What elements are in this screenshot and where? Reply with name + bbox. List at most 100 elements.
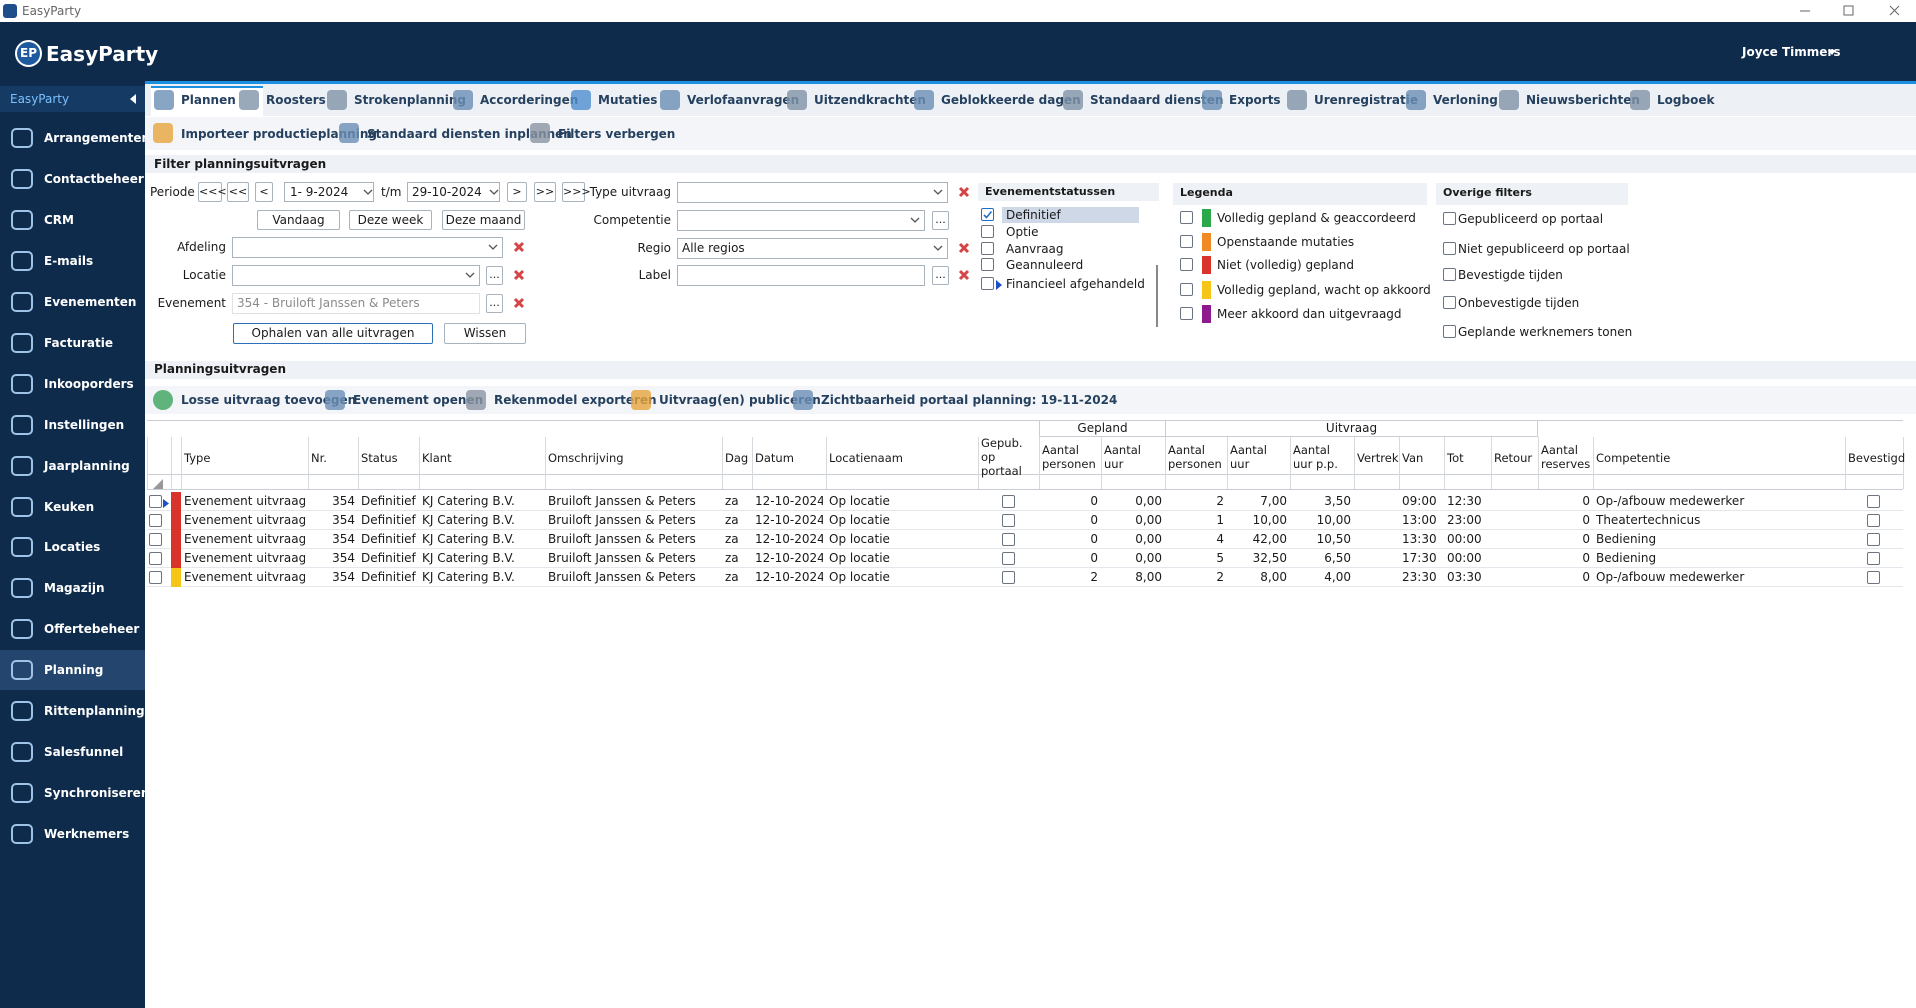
tab[interactable]: Geblokkeerde dagen xyxy=(941,93,1081,107)
input-field[interactable] xyxy=(677,265,925,286)
toolbar-button[interactable]: Importeer productieplanning xyxy=(181,127,377,141)
sidebar-item[interactable]: Magazijn xyxy=(44,581,105,595)
toolbar2-button[interactable]: Evenement openen xyxy=(353,393,484,407)
quick-button[interactable]: Vandaag xyxy=(257,210,340,230)
ellipsis-button[interactable]: ... xyxy=(486,294,503,313)
clear-icon[interactable] xyxy=(958,186,970,198)
tab[interactable]: Verloning xyxy=(1433,93,1498,107)
column-header[interactable]: Bevestigd xyxy=(1848,451,1906,465)
tab[interactable]: Nieuwsberichten xyxy=(1526,93,1640,107)
checkbox[interactable] xyxy=(149,495,162,508)
checkbox[interactable] xyxy=(1180,307,1193,320)
period-button[interactable]: >> xyxy=(534,182,556,202)
column-header[interactable]: Aantal uur p.p. xyxy=(1293,443,1338,471)
status-item[interactable]: Financieel afgehandeld xyxy=(1006,277,1145,291)
checkbox[interactable] xyxy=(149,571,162,584)
other-filter[interactable]: Onbevestigde tijden xyxy=(1458,296,1580,310)
sidebar-item[interactable]: Facturatie xyxy=(44,336,113,350)
sidebar-item[interactable]: Inkooporders xyxy=(44,377,134,391)
tab[interactable]: Urenregistratie xyxy=(1314,93,1418,107)
period-button[interactable]: > xyxy=(507,182,527,202)
column-header[interactable]: Van xyxy=(1402,451,1424,465)
button[interactable]: Wissen xyxy=(444,323,526,344)
cell-checkbox[interactable] xyxy=(1867,514,1880,527)
checkbox[interactable] xyxy=(1180,258,1193,271)
input-field[interactable] xyxy=(232,265,480,286)
period-button[interactable]: < xyxy=(255,182,273,202)
sidebar-item[interactable]: Evenementen xyxy=(44,295,137,309)
column-header[interactable]: Nr. xyxy=(311,451,327,465)
cell-checkbox[interactable] xyxy=(1867,495,1880,508)
status-item[interactable]: Optie xyxy=(1006,225,1039,239)
tab[interactable]: Mutaties xyxy=(598,93,658,107)
column-header[interactable]: Dag xyxy=(725,451,749,465)
checkbox[interactable] xyxy=(1443,325,1456,338)
input-field[interactable] xyxy=(677,182,948,203)
column-header[interactable]: Aantal uur xyxy=(1104,443,1141,471)
input-field[interactable] xyxy=(677,210,925,231)
other-filter[interactable]: Geplande werknemers tonen xyxy=(1458,325,1633,339)
checkbox[interactable] xyxy=(1443,268,1456,281)
tab[interactable]: Accorderingen xyxy=(480,93,579,107)
toolbar-button[interactable]: Filters verbergen xyxy=(558,127,676,141)
sidebar-item[interactable]: Offertebeheer xyxy=(44,622,140,636)
tab[interactable]: Uitzendkrachten xyxy=(814,93,926,107)
column-header[interactable]: Gepub. op portaal xyxy=(981,436,1023,478)
tab[interactable]: Roosters xyxy=(266,93,326,107)
cell-checkbox[interactable] xyxy=(1001,495,1015,508)
tab[interactable]: Exports xyxy=(1229,93,1281,107)
toolbar2-button[interactable]: Zichtbaarheid portaal planning: 19-11-20… xyxy=(821,393,1118,407)
sidebar-item[interactable]: Keuken xyxy=(44,500,95,514)
ellipsis-button[interactable]: ... xyxy=(486,266,503,285)
input-field[interactable]: Alle regios xyxy=(677,238,948,259)
sidebar-item[interactable]: Instellingen xyxy=(44,418,125,432)
cell-checkbox[interactable] xyxy=(1867,533,1880,546)
column-header[interactable]: Retour xyxy=(1494,451,1533,465)
sidebar-item[interactable]: CRM xyxy=(44,213,74,227)
clear-icon[interactable] xyxy=(513,241,525,253)
checkbox[interactable] xyxy=(1180,235,1193,248)
column-header[interactable]: Aantal personen xyxy=(1168,443,1222,471)
checkbox[interactable] xyxy=(981,225,994,238)
checkbox[interactable] xyxy=(1443,296,1456,309)
cell-checkbox[interactable] xyxy=(1001,571,1015,584)
toolbar2-button[interactable]: Rekenmodel exporteren xyxy=(494,393,657,407)
other-filter[interactable]: Niet gepubliceerd op portaal xyxy=(1458,242,1630,256)
user-name[interactable]: Joyce Timmers xyxy=(1742,45,1841,59)
column-header[interactable]: Aantal personen xyxy=(1042,443,1096,471)
sidebar-item[interactable]: Synchroniseren xyxy=(44,786,150,800)
column-header[interactable]: Aantal uur xyxy=(1230,443,1267,471)
date-field[interactable]: 1- 9-2024 xyxy=(284,182,374,202)
checkbox[interactable] xyxy=(1443,242,1456,255)
sidebar-item[interactable]: Rittenplanning xyxy=(44,704,145,718)
ellipsis-button[interactable]: ... xyxy=(932,211,949,230)
checkbox[interactable] xyxy=(1443,212,1456,225)
sidebar-item[interactable]: Planning xyxy=(44,663,104,677)
column-header[interactable]: Omschrijving xyxy=(548,451,624,465)
tab[interactable]: Logboek xyxy=(1657,93,1715,107)
status-item[interactable]: Geannuleerd xyxy=(1006,258,1084,272)
sidebar-item[interactable]: E-mails xyxy=(44,254,94,268)
checkbox[interactable] xyxy=(149,552,162,565)
checkbox[interactable] xyxy=(1180,283,1193,296)
sidebar-item[interactable]: Locaties xyxy=(44,540,101,554)
clear-icon[interactable] xyxy=(513,297,525,309)
column-header[interactable]: Klant xyxy=(422,451,452,465)
date-field[interactable]: 29-10-2024 xyxy=(407,182,500,202)
cell-checkbox[interactable] xyxy=(1867,571,1880,584)
tab[interactable]: Strokenplanning xyxy=(354,93,467,107)
column-header[interactable]: Type xyxy=(184,451,211,465)
cell-checkbox[interactable] xyxy=(1867,552,1880,565)
checkbox[interactable] xyxy=(149,533,162,546)
sidebar-item[interactable]: Salesfunnel xyxy=(44,745,124,759)
period-button[interactable]: >>> xyxy=(562,182,591,202)
sidebar-item[interactable]: Jaarplanning xyxy=(44,459,130,473)
cell-checkbox[interactable] xyxy=(1001,552,1015,565)
clear-icon[interactable] xyxy=(958,242,970,254)
primary-button[interactable]: Ophalen van alle uitvragen xyxy=(233,323,433,344)
checkbox[interactable] xyxy=(981,258,994,271)
column-header[interactable]: Status xyxy=(361,451,398,465)
sidebar-item[interactable]: Arrangementen xyxy=(44,131,151,145)
input-field[interactable]: 354 - Bruiloft Janssen & Peters xyxy=(232,293,480,314)
ellipsis-button[interactable]: ... xyxy=(932,266,949,285)
